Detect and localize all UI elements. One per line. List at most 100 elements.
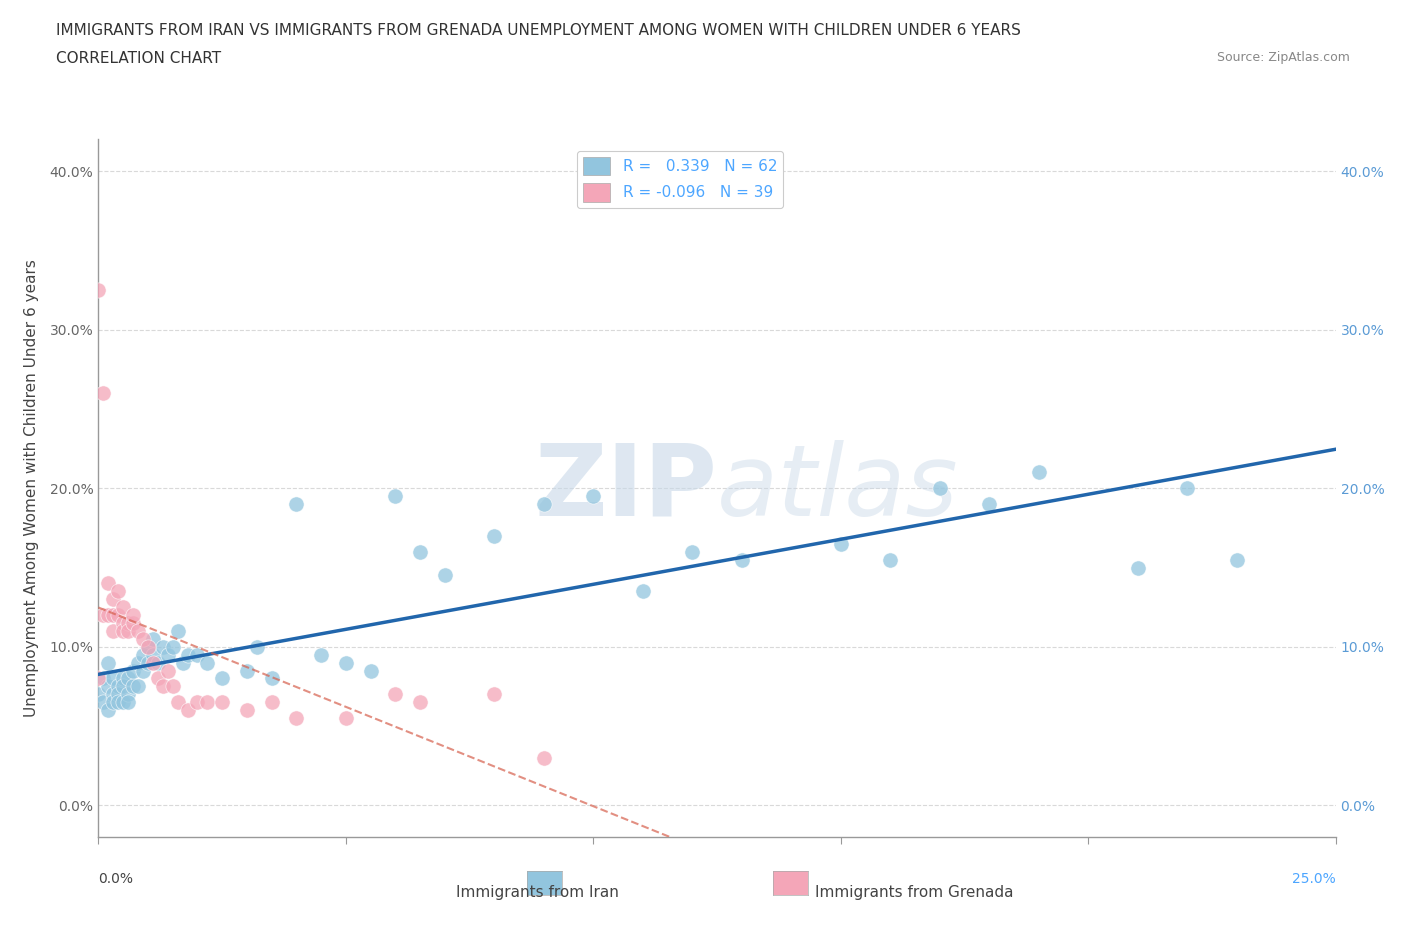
Point <box>384 489 406 504</box>
Point <box>93 607 115 622</box>
Point <box>112 671 135 686</box>
Point <box>97 703 120 718</box>
Text: Immigrants from Iran: Immigrants from Iran <box>456 885 619 900</box>
Point <box>97 655 120 670</box>
Text: Immigrants from Grenada: Immigrants from Grenada <box>815 885 1014 900</box>
Y-axis label: Unemployment Among Women with Children Under 6 years: Unemployment Among Women with Children U… <box>24 259 38 717</box>
Text: Source: ZipAtlas.com: Source: ZipAtlas.com <box>1216 51 1350 64</box>
Point <box>112 679 135 694</box>
Point <box>166 695 188 710</box>
Point <box>107 687 129 702</box>
Point <box>631 584 654 599</box>
Point <box>127 623 149 638</box>
Point <box>93 695 115 710</box>
Point <box>117 695 139 710</box>
Point <box>285 497 308 512</box>
Point <box>166 623 188 638</box>
Point <box>285 711 308 725</box>
Point <box>117 671 139 686</box>
Point <box>142 631 165 646</box>
Point <box>136 639 159 654</box>
Point <box>93 386 115 401</box>
Point <box>107 584 129 599</box>
Text: CORRELATION CHART: CORRELATION CHART <box>56 51 221 66</box>
Point <box>1126 560 1149 575</box>
Point <box>260 695 283 710</box>
Point <box>260 671 283 686</box>
Point <box>172 655 194 670</box>
Point <box>156 663 179 678</box>
Point <box>132 631 155 646</box>
Point <box>103 607 125 622</box>
Point <box>186 647 208 662</box>
Point <box>103 671 125 686</box>
Point <box>195 695 218 710</box>
Point <box>87 671 110 686</box>
Text: IMMIGRANTS FROM IRAN VS IMMIGRANTS FROM GRENADA UNEMPLOYMENT AMONG WOMEN WITH CH: IMMIGRANTS FROM IRAN VS IMMIGRANTS FROM … <box>56 23 1021 38</box>
Point <box>309 647 332 662</box>
Point <box>107 607 129 622</box>
Point <box>132 663 155 678</box>
Point <box>107 695 129 710</box>
Point <box>87 687 110 702</box>
Point <box>136 655 159 670</box>
Point <box>533 497 555 512</box>
Point <box>117 616 139 631</box>
Point <box>117 623 139 638</box>
Point <box>117 687 139 702</box>
Point <box>156 647 179 662</box>
Point <box>162 679 184 694</box>
Point <box>484 687 506 702</box>
Point <box>433 568 456 583</box>
Point <box>122 679 145 694</box>
Text: 25.0%: 25.0% <box>1292 871 1336 886</box>
Point <box>830 537 852 551</box>
Point <box>1226 552 1249 567</box>
Point <box>93 671 115 686</box>
Point <box>97 607 120 622</box>
Point <box>97 679 120 694</box>
Point <box>97 576 120 591</box>
Point <box>409 695 432 710</box>
Point <box>127 655 149 670</box>
Point <box>152 679 174 694</box>
Point <box>335 655 357 670</box>
Point <box>162 639 184 654</box>
Point <box>112 600 135 615</box>
Point <box>360 663 382 678</box>
Point <box>127 679 149 694</box>
Point <box>484 528 506 543</box>
Point <box>384 687 406 702</box>
Point <box>176 703 198 718</box>
Point <box>142 655 165 670</box>
Point <box>122 607 145 622</box>
Legend: R =   0.339   N = 62, R = -0.096   N = 39: R = 0.339 N = 62, R = -0.096 N = 39 <box>576 151 783 207</box>
Point <box>136 639 159 654</box>
Point <box>246 639 269 654</box>
Point <box>582 489 605 504</box>
Point <box>731 552 754 567</box>
Point <box>879 552 901 567</box>
Text: 0.0%: 0.0% <box>98 871 134 886</box>
Point <box>176 647 198 662</box>
Point <box>112 616 135 631</box>
Point <box>236 663 259 678</box>
Point <box>186 695 208 710</box>
Point <box>103 687 125 702</box>
Point <box>1028 465 1050 480</box>
Point <box>103 591 125 606</box>
Point <box>146 671 169 686</box>
Point <box>132 647 155 662</box>
Point <box>195 655 218 670</box>
Point <box>928 481 950 496</box>
Point <box>87 283 110 298</box>
Point <box>152 639 174 654</box>
Point <box>409 544 432 559</box>
Point <box>146 655 169 670</box>
Point <box>979 497 1001 512</box>
Point <box>122 663 145 678</box>
Point <box>211 671 233 686</box>
Point <box>112 695 135 710</box>
Point <box>122 616 145 631</box>
Point <box>142 647 165 662</box>
